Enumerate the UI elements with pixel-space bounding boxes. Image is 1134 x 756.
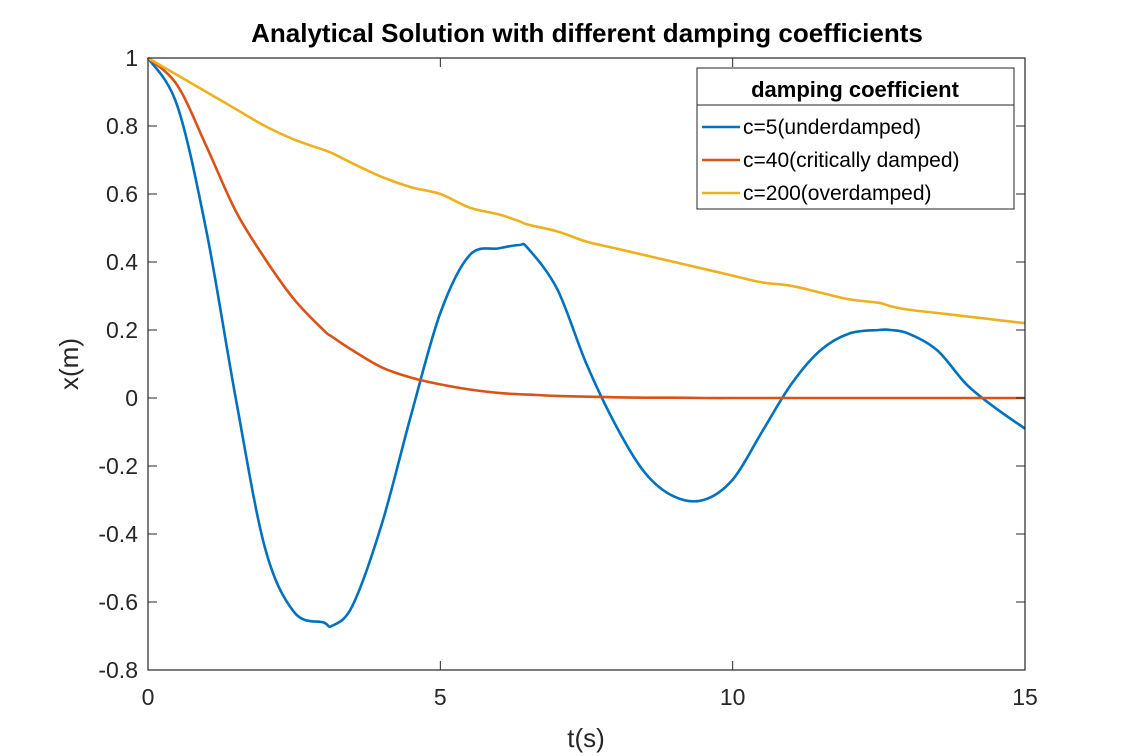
legend-entries: c=5(underdamped) c=40(critically damped) c… <box>702 116 960 205</box>
y-tick-label: -0.8 <box>98 657 138 683</box>
axes-box <box>147 57 1026 671</box>
y-tick-label: 0 <box>125 385 138 411</box>
legend-label: c=200(overdamped) <box>743 182 932 205</box>
y-tick-label: -0.2 <box>98 453 138 479</box>
series-line-2 <box>147 57 1025 400</box>
legend-title: damping coefficient <box>751 77 959 102</box>
x-tick-label: 10 <box>720 684 746 710</box>
legend-item[interactable]: c=40(critically damped) <box>702 149 960 172</box>
y-tick-label: 0.4 <box>106 249 138 275</box>
legend-box <box>696 67 1015 210</box>
chart-title: Analytical Solution with different dampi… <box>251 18 923 48</box>
y-axis: 1 0.8 0.6 0.4 0.2 0 -0.2 -0.4 -0.6 -0.8 <box>98 45 1025 683</box>
series-layer <box>146 56 1026 629</box>
legend-label: c=5(underdamped) <box>743 116 921 139</box>
x-axis-label: t(s) <box>567 723 605 753</box>
series-line-1 <box>146 57 1026 629</box>
series-line-3 <box>147 56 1026 325</box>
legend-item[interactable]: c=5(underdamped) <box>702 116 921 139</box>
y-tick-label: -0.6 <box>98 589 138 615</box>
y-tick-label: 0.6 <box>106 181 138 207</box>
legend-label: c=40(critically damped) <box>743 149 960 172</box>
y-axis-label: x(m) <box>54 338 84 390</box>
y-tick-label: 1 <box>125 45 138 71</box>
y-tick-label: -0.4 <box>98 521 138 547</box>
legend-item[interactable]: c=200(overdamped) <box>702 182 932 205</box>
x-axis: 0 5 10 15 <box>142 58 1038 710</box>
legend[interactable]: damping coefficient c=5(underdamped) c=40… <box>696 67 1015 210</box>
y-tick-label: 0.8 <box>106 113 138 139</box>
y-tick-label: 0.2 <box>106 317 138 343</box>
x-tick-label: 5 <box>434 684 447 710</box>
x-tick-label: 0 <box>142 684 155 710</box>
x-tick-label: 15 <box>1012 684 1038 710</box>
